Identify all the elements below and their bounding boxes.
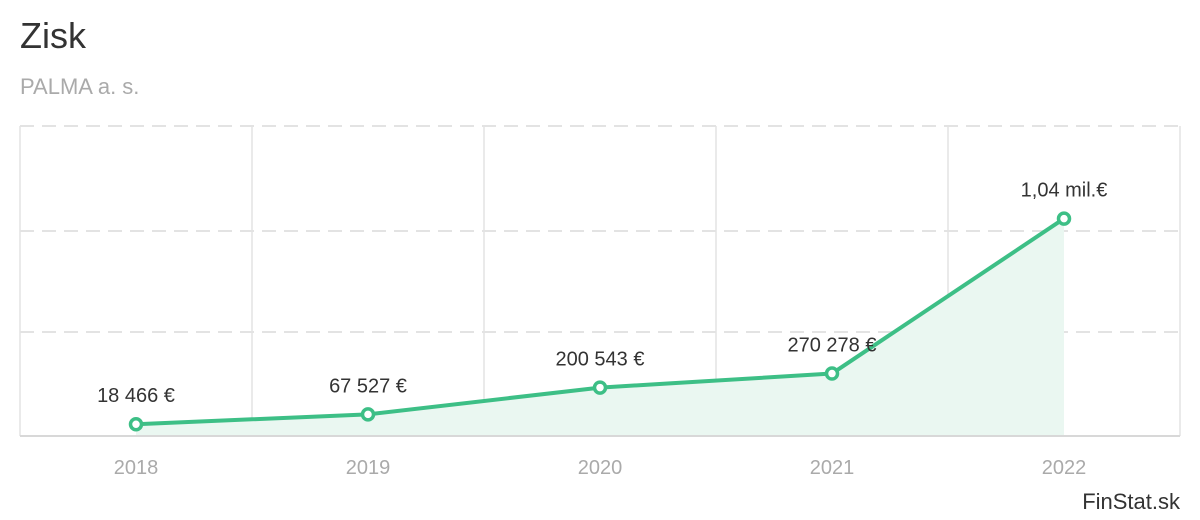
x-tick-label: 2020 xyxy=(578,457,623,479)
data-label: 67 527 € xyxy=(329,375,407,397)
data-label: 270 278 € xyxy=(788,335,877,357)
x-tick-label: 2018 xyxy=(114,457,159,479)
area-fill xyxy=(136,218,1064,436)
x-tick-label: 2021 xyxy=(810,457,855,479)
data-label: 1,04 mil.€ xyxy=(1021,180,1108,202)
source-credit[interactable]: FinStat.sk xyxy=(1082,489,1180,514)
data-point xyxy=(824,366,840,381)
chart-title: Zisk xyxy=(20,15,86,56)
data-point xyxy=(592,380,608,395)
data-point xyxy=(1056,211,1072,226)
data-point xyxy=(128,416,144,432)
data-label: 18 466 € xyxy=(97,385,175,407)
x-tick-label: 2022 xyxy=(1042,457,1087,479)
x-tick-label: 2019 xyxy=(346,457,391,479)
data-label: 200 543 € xyxy=(556,349,645,371)
data-point xyxy=(360,407,376,422)
chart-subtitle: PALMA a. s. xyxy=(20,74,140,99)
